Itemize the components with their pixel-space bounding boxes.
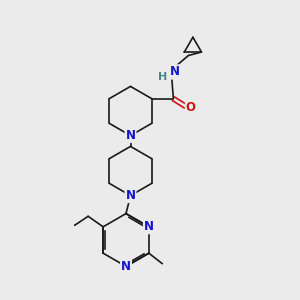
Text: N: N — [125, 189, 136, 202]
Text: N: N — [170, 65, 180, 78]
Text: H: H — [158, 72, 167, 82]
Text: N: N — [144, 220, 154, 233]
Text: N: N — [121, 260, 131, 273]
Text: O: O — [186, 101, 196, 114]
Text: N: N — [125, 129, 136, 142]
